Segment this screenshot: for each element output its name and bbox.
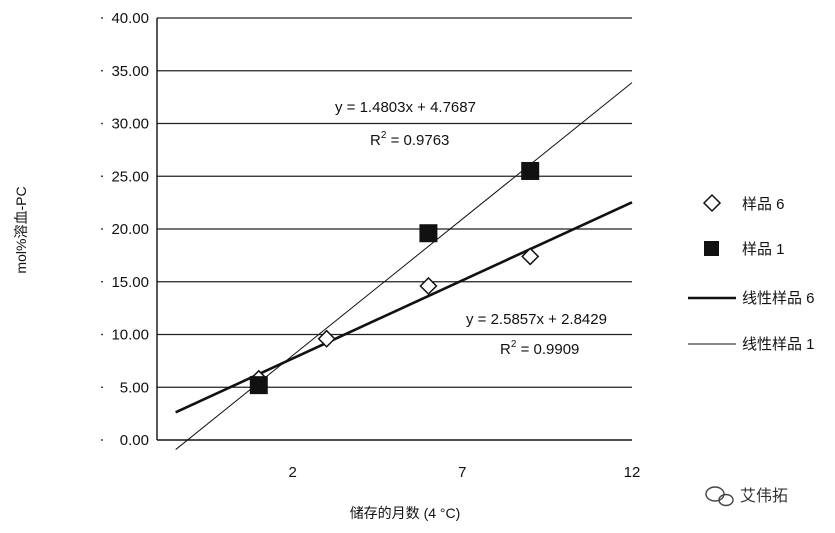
legend: 样品 6 样品 1 线性样品 6 线性样品 1 <box>688 193 815 353</box>
y-tick-label: 25.00 <box>111 168 149 185</box>
legend-label-sample6: 样品 6 <box>742 196 785 213</box>
data-points <box>249 161 540 395</box>
watermark: 艾伟拓 <box>705 486 788 507</box>
y-tick-dot <box>101 69 103 72</box>
y-tick-label: 15.00 <box>111 274 149 291</box>
legend-label-sample1: 样品 1 <box>742 241 785 258</box>
legend-label-trend6: 线性样品 6 <box>742 290 815 307</box>
y-tick-dot <box>101 122 103 125</box>
axes <box>156 18 632 441</box>
point-sample6 <box>317 329 336 348</box>
y-tick-dot <box>101 333 103 336</box>
equation-text-sample6: y = 2.5857x + 2.8429 <box>466 311 607 328</box>
point-sample6 <box>419 276 438 296</box>
y-axis-title: mol%溶血-PC <box>13 186 29 273</box>
point-sample1 <box>249 376 268 395</box>
equation-text-sample1: y = 1.4803x + 4.7687 <box>335 99 476 116</box>
y-tick-label: 20.00 <box>111 221 149 238</box>
equation-sample1: y = 1.4803x + 4.7687 R2 = 0.9763 <box>335 99 476 149</box>
y-tick-label: 10.00 <box>111 327 149 344</box>
point-sample6 <box>521 247 540 266</box>
y-tick-label: 30.00 <box>111 116 149 133</box>
y-tick-dot <box>101 228 103 230</box>
legend-label-trend1: 线性样品 1 <box>742 336 815 353</box>
x-tick-label: 7 <box>458 464 466 481</box>
r2-text-sample6: R2 = 0.9909 <box>500 339 579 358</box>
legend-item-trend6: 线性样品 6 <box>688 290 815 307</box>
legend-item-sample1: 样品 1 <box>704 241 785 258</box>
r2-text-sample1: R2 = 0.9763 <box>370 130 449 149</box>
x-tick-labels: 2 7 12 <box>289 464 641 481</box>
y-tick-dot <box>101 386 103 389</box>
x-tick-label: 12 <box>624 464 641 481</box>
equation-sample6: y = 2.5857x + 2.8429 R2 = 0.9909 <box>466 311 607 358</box>
y-tick-dot <box>101 175 103 178</box>
trendline-sample6 <box>175 201 633 414</box>
y-tick-dot <box>101 439 103 441</box>
y-tick-label: 35.00 <box>111 63 149 80</box>
legend-square-marker <box>704 241 719 256</box>
y-tick-label: 5.00 <box>120 379 149 396</box>
x-tick-label: 2 <box>289 464 297 481</box>
point-sample1 <box>419 224 438 243</box>
watermark-text: 艾伟拓 <box>740 487 788 505</box>
y-tick-dot <box>101 17 103 19</box>
y-tick-labels: 0.00 5.00 10.00 15.00 20.00 25.00 30.00 35.00 40… <box>101 10 149 449</box>
x-axis-title: 储存的月数 (4 °C) <box>350 505 461 521</box>
point-sample1 <box>521 161 540 180</box>
y-tick-label: 40.00 <box>111 10 149 27</box>
wechat-icon <box>705 486 734 507</box>
legend-item-sample6: 样品 6 <box>702 193 785 213</box>
y-tick-dot <box>101 280 103 283</box>
y-tick-label: 0.00 <box>120 432 149 449</box>
legend-item-trend1: 线性样品 1 <box>688 336 815 353</box>
grid-lines <box>157 17 632 388</box>
legend-diamond-marker <box>702 193 722 213</box>
